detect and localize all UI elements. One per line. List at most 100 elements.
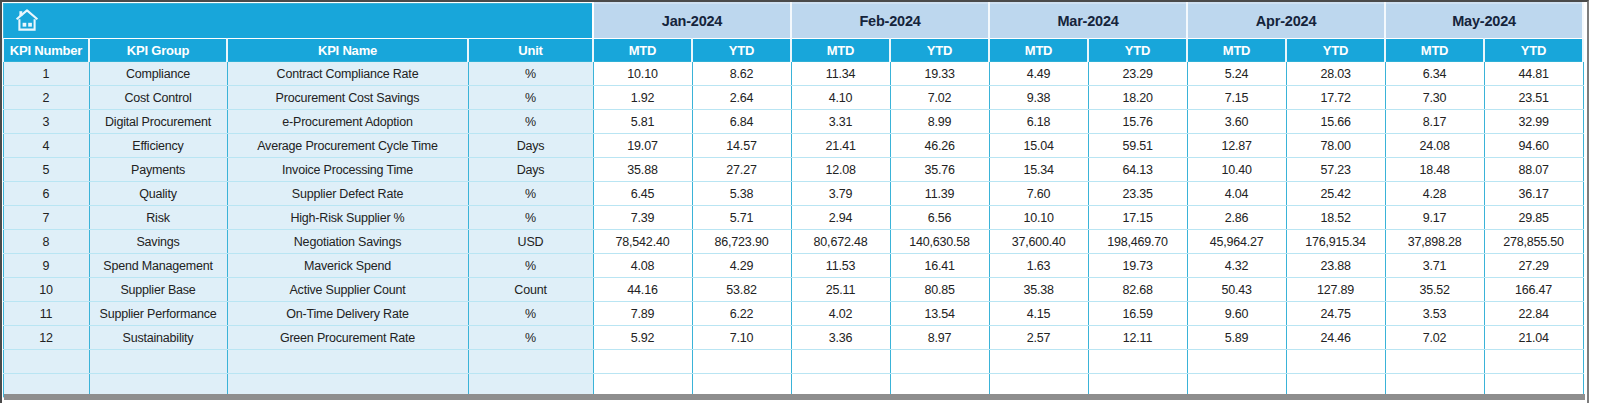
empty-cell[interactable] xyxy=(791,350,890,374)
kpi-name-cell[interactable]: e-Procurement Adoption xyxy=(227,110,468,134)
kpi-value-cell[interactable]: 2.94 xyxy=(791,206,890,230)
kpi-unit-cell[interactable]: % xyxy=(468,206,593,230)
kpi-value-cell[interactable]: 17.15 xyxy=(1088,206,1187,230)
kpi-value-cell[interactable]: 2.86 xyxy=(1187,206,1286,230)
kpi-value-cell[interactable]: 4.15 xyxy=(989,302,1088,326)
kpi-name-cell[interactable]: Invoice Processing Time xyxy=(227,158,468,182)
kpi-group-cell[interactable]: Efficiency xyxy=(89,134,227,158)
kpi-group-cell[interactable]: Savings xyxy=(89,230,227,254)
kpi-value-cell[interactable]: 18.20 xyxy=(1088,86,1187,110)
kpi-name-cell[interactable]: Green Procurement Rate xyxy=(227,326,468,350)
kpi-value-cell[interactable]: 18.52 xyxy=(1286,206,1385,230)
kpi-value-cell[interactable]: 9.60 xyxy=(1187,302,1286,326)
kpi-value-cell[interactable]: 7.89 xyxy=(593,302,692,326)
kpi-value-cell[interactable]: 23.35 xyxy=(1088,182,1187,206)
kpi-value-cell[interactable]: 198,469.70 xyxy=(1088,230,1187,254)
kpi-value-cell[interactable]: 46.26 xyxy=(890,134,989,158)
kpi-group-cell[interactable]: Quality xyxy=(89,182,227,206)
kpi-number-cell[interactable]: 7 xyxy=(3,206,89,230)
kpi-value-cell[interactable]: 53.82 xyxy=(692,278,791,302)
kpi-value-cell[interactable]: 25.42 xyxy=(1286,182,1385,206)
kpi-value-cell[interactable]: 6.45 xyxy=(593,182,692,206)
empty-cell[interactable] xyxy=(1385,350,1484,374)
kpi-value-cell[interactable]: 7.30 xyxy=(1385,86,1484,110)
kpi-name-cell[interactable]: Negotiation Savings xyxy=(227,230,468,254)
kpi-value-cell[interactable]: 44.16 xyxy=(593,278,692,302)
kpi-value-cell[interactable]: 140,630.58 xyxy=(890,230,989,254)
kpi-value-cell[interactable]: 7.10 xyxy=(692,326,791,350)
kpi-value-cell[interactable]: 8.99 xyxy=(890,110,989,134)
kpi-value-cell[interactable]: 9.17 xyxy=(1385,206,1484,230)
kpi-value-cell[interactable]: 82.68 xyxy=(1088,278,1187,302)
kpi-unit-cell[interactable]: Count xyxy=(468,278,593,302)
kpi-value-cell[interactable]: 15.04 xyxy=(989,134,1088,158)
kpi-value-cell[interactable]: 5.81 xyxy=(593,110,692,134)
kpi-value-cell[interactable]: 57.23 xyxy=(1286,158,1385,182)
kpi-group-cell[interactable]: Payments xyxy=(89,158,227,182)
kpi-value-cell[interactable]: 8.97 xyxy=(890,326,989,350)
empty-cell[interactable] xyxy=(1484,350,1583,374)
kpi-value-cell[interactable]: 278,855.50 xyxy=(1484,230,1583,254)
kpi-value-cell[interactable]: 5.89 xyxy=(1187,326,1286,350)
kpi-value-cell[interactable]: 11.34 xyxy=(791,62,890,86)
kpi-value-cell[interactable]: 44.81 xyxy=(1484,62,1583,86)
kpi-value-cell[interactable]: 11.39 xyxy=(890,182,989,206)
kpi-value-cell[interactable]: 3.60 xyxy=(1187,110,1286,134)
kpi-value-cell[interactable]: 10.10 xyxy=(593,62,692,86)
kpi-value-cell[interactable]: 19.07 xyxy=(593,134,692,158)
kpi-value-cell[interactable]: 28.03 xyxy=(1286,62,1385,86)
empty-cell[interactable] xyxy=(692,350,791,374)
kpi-value-cell[interactable]: 8.17 xyxy=(1385,110,1484,134)
kpi-value-cell[interactable]: 15.66 xyxy=(1286,110,1385,134)
empty-cell[interactable] xyxy=(89,350,227,374)
kpi-value-cell[interactable]: 7.02 xyxy=(1385,326,1484,350)
kpi-value-cell[interactable]: 5.24 xyxy=(1187,62,1286,86)
kpi-value-cell[interactable]: 36.17 xyxy=(1484,182,1583,206)
kpi-value-cell[interactable]: 15.34 xyxy=(989,158,1088,182)
kpi-value-cell[interactable]: 27.29 xyxy=(1484,254,1583,278)
kpi-group-cell[interactable]: Compliance xyxy=(89,62,227,86)
kpi-value-cell[interactable]: 6.84 xyxy=(692,110,791,134)
kpi-value-cell[interactable]: 21.04 xyxy=(1484,326,1583,350)
kpi-value-cell[interactable]: 15.76 xyxy=(1088,110,1187,134)
kpi-value-cell[interactable]: 25.11 xyxy=(791,278,890,302)
kpi-value-cell[interactable]: 8.62 xyxy=(692,62,791,86)
kpi-value-cell[interactable]: 35.38 xyxy=(989,278,1088,302)
kpi-value-cell[interactable]: 35.88 xyxy=(593,158,692,182)
empty-cell[interactable] xyxy=(1286,350,1385,374)
empty-cell[interactable] xyxy=(593,350,692,374)
kpi-value-cell[interactable]: 166.47 xyxy=(1484,278,1583,302)
kpi-number-cell[interactable]: 3 xyxy=(3,110,89,134)
kpi-value-cell[interactable]: 10.10 xyxy=(989,206,1088,230)
kpi-value-cell[interactable]: 11.53 xyxy=(791,254,890,278)
kpi-name-cell[interactable]: Supplier Defect Rate xyxy=(227,182,468,206)
kpi-number-cell[interactable]: 6 xyxy=(3,182,89,206)
kpi-group-cell[interactable]: Risk xyxy=(89,206,227,230)
kpi-value-cell[interactable]: 24.75 xyxy=(1286,302,1385,326)
kpi-unit-cell[interactable]: USD xyxy=(468,230,593,254)
kpi-name-cell[interactable]: Active Supplier Count xyxy=(227,278,468,302)
kpi-value-cell[interactable]: 27.27 xyxy=(692,158,791,182)
empty-cell[interactable] xyxy=(890,350,989,374)
kpi-value-cell[interactable]: 45,964.27 xyxy=(1187,230,1286,254)
kpi-value-cell[interactable]: 3.71 xyxy=(1385,254,1484,278)
kpi-value-cell[interactable]: 12.11 xyxy=(1088,326,1187,350)
kpi-value-cell[interactable]: 16.41 xyxy=(890,254,989,278)
empty-cell[interactable] xyxy=(989,350,1088,374)
kpi-value-cell[interactable]: 23.51 xyxy=(1484,86,1583,110)
kpi-value-cell[interactable]: 19.73 xyxy=(1088,254,1187,278)
kpi-value-cell[interactable]: 5.38 xyxy=(692,182,791,206)
kpi-value-cell[interactable]: 35.52 xyxy=(1385,278,1484,302)
kpi-value-cell[interactable]: 29.85 xyxy=(1484,206,1583,230)
empty-cell[interactable] xyxy=(1088,350,1187,374)
kpi-unit-cell[interactable]: % xyxy=(468,326,593,350)
empty-cell[interactable] xyxy=(1187,350,1286,374)
kpi-value-cell[interactable]: 2.64 xyxy=(692,86,791,110)
kpi-value-cell[interactable]: 78,542.40 xyxy=(593,230,692,254)
kpi-value-cell[interactable]: 3.79 xyxy=(791,182,890,206)
empty-cell[interactable] xyxy=(468,350,593,374)
empty-cell[interactable] xyxy=(227,350,468,374)
kpi-value-cell[interactable]: 7.39 xyxy=(593,206,692,230)
kpi-number-cell[interactable]: 10 xyxy=(3,278,89,302)
kpi-name-cell[interactable]: Contract Compliance Rate xyxy=(227,62,468,86)
